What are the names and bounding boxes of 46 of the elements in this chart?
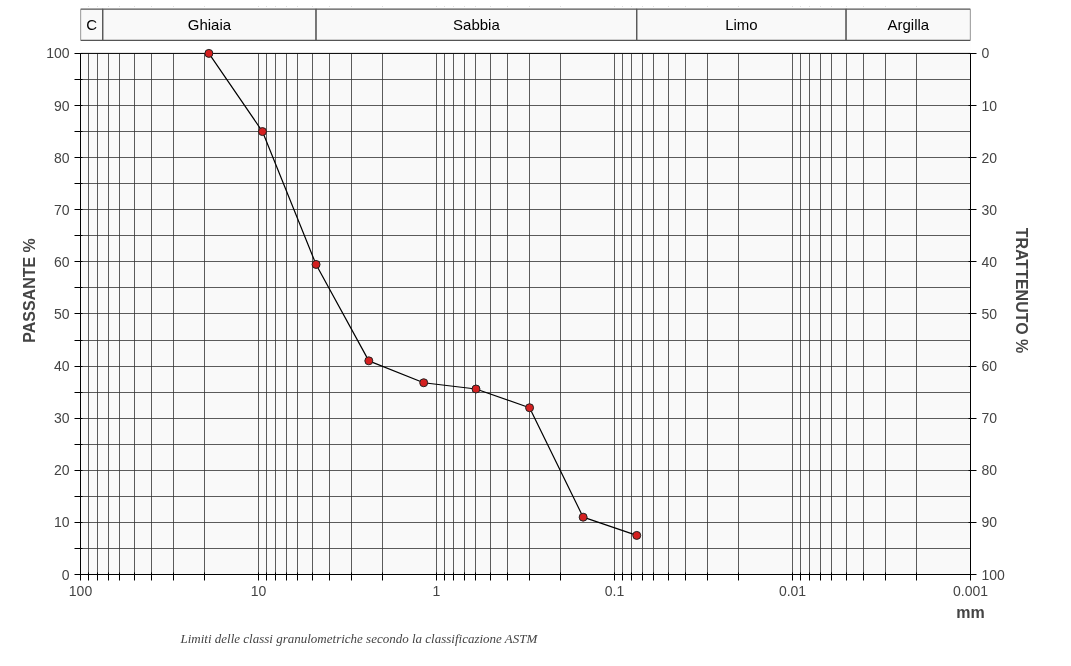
point bbox=[204, 48, 214, 58]
y-tick-label: 10 bbox=[53, 514, 70, 531]
y-tick-label: 100 bbox=[46, 45, 70, 62]
point bbox=[471, 384, 481, 394]
point bbox=[632, 530, 642, 540]
y2-tick-label: 10 bbox=[981, 97, 998, 114]
point bbox=[525, 403, 535, 413]
x-tick-label: 10 bbox=[250, 582, 267, 599]
y-tick-label: 0 bbox=[61, 566, 70, 583]
y2-tick-label: 0 bbox=[981, 45, 990, 62]
band-label: Argilla bbox=[887, 16, 930, 34]
x-axis-title: mm bbox=[956, 603, 985, 621]
point bbox=[364, 356, 374, 366]
y2-tick-label: 20 bbox=[981, 149, 998, 166]
text: Limiti delle classi granulometriche secondo la classificazione ASTM bbox=[179, 630, 539, 646]
band-label: Sabbia bbox=[453, 16, 501, 34]
band-label: C bbox=[86, 16, 98, 34]
y2-tick-label: 30 bbox=[981, 201, 998, 218]
y2-tick-label: 90 bbox=[981, 514, 998, 531]
y-tick-label: 60 bbox=[53, 253, 70, 270]
y-tick-label: 80 bbox=[53, 149, 70, 166]
y2-axis-title: TRATTENUTO % bbox=[1012, 227, 1030, 354]
x-tick-label: 100 bbox=[68, 582, 93, 599]
y-tick-label: 70 bbox=[53, 201, 70, 218]
x-tick-label: 0.001 bbox=[952, 582, 989, 599]
y2-tick-label: 80 bbox=[981, 462, 998, 479]
point bbox=[311, 259, 321, 269]
band-label: Ghiaia bbox=[187, 16, 232, 34]
y-tick-label: 20 bbox=[53, 462, 70, 479]
x-tick-label: 1 bbox=[432, 582, 441, 599]
y2-tick-label: 60 bbox=[981, 358, 998, 375]
point bbox=[419, 378, 429, 388]
point bbox=[257, 127, 267, 137]
point bbox=[578, 512, 588, 522]
y2-tick-label: 100 bbox=[981, 566, 1006, 583]
y-axis-title: PASSANTE % bbox=[21, 238, 39, 343]
y-tick-label: 90 bbox=[53, 97, 70, 114]
y-tick-label: 50 bbox=[53, 305, 70, 322]
band-label: Limo bbox=[725, 16, 758, 34]
y2-tick-label: 40 bbox=[981, 253, 998, 270]
y-tick-label: 30 bbox=[53, 410, 70, 427]
y-tick-label: 40 bbox=[53, 358, 70, 375]
y2-tick-label: 70 bbox=[981, 410, 998, 427]
y2-tick-label: 50 bbox=[981, 305, 998, 322]
x-tick-label: 0.01 bbox=[778, 582, 807, 599]
x-tick-label: 0.1 bbox=[604, 582, 625, 599]
